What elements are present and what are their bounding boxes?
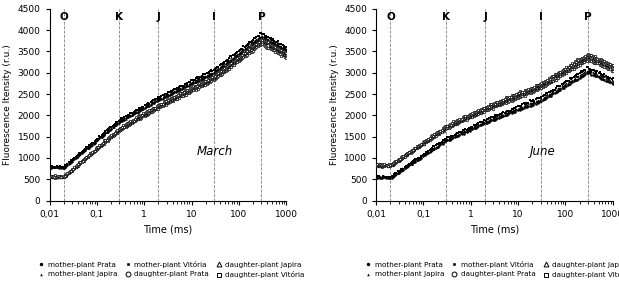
Text: I: I	[539, 12, 543, 22]
Text: I: I	[212, 12, 216, 22]
Text: June: June	[530, 145, 556, 158]
Legend: mother-plant Prata, mother-plant Japira, mother-plant Vitória, daughter-plant Pr: mother-plant Prata, mother-plant Japira,…	[361, 258, 619, 281]
X-axis label: Time (ms): Time (ms)	[470, 224, 519, 234]
Y-axis label: Fluorescence Itensity (r.u.): Fluorescence Itensity (r.u.)	[3, 44, 12, 165]
Text: O: O	[59, 12, 68, 22]
Text: J: J	[483, 12, 487, 22]
Text: K: K	[442, 12, 450, 22]
Text: K: K	[115, 12, 123, 22]
Text: P: P	[258, 12, 266, 22]
Text: J: J	[157, 12, 160, 22]
Text: O: O	[386, 12, 395, 22]
Text: March: March	[196, 145, 233, 158]
Y-axis label: Fluorescence Itensity (r.u.): Fluorescence Itensity (r.u.)	[329, 44, 339, 165]
Legend: mother-plant Prata, mother-plant Japira, mother-plant Vitória, daughter-plant Pr: mother-plant Prata, mother-plant Japira,…	[34, 258, 308, 281]
Text: P: P	[584, 12, 592, 22]
X-axis label: Time (ms): Time (ms)	[143, 224, 193, 234]
